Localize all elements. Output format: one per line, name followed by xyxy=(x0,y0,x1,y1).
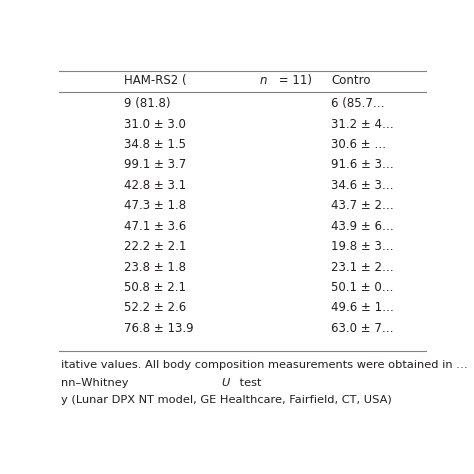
Text: 30.6 ± …: 30.6 ± … xyxy=(331,138,386,151)
Text: 31.2 ± 4…: 31.2 ± 4… xyxy=(331,118,394,130)
Text: 9 (81.8): 9 (81.8) xyxy=(124,97,170,110)
Text: nn–Whitney: nn–Whitney xyxy=(61,378,132,388)
Text: 49.6 ± 1…: 49.6 ± 1… xyxy=(331,301,394,314)
Text: 47.3 ± 1.8: 47.3 ± 1.8 xyxy=(124,199,186,212)
Text: 63.0 ± 7…: 63.0 ± 7… xyxy=(331,322,394,335)
Text: 99.1 ± 3.7: 99.1 ± 3.7 xyxy=(124,158,186,172)
Text: = 11): = 11) xyxy=(274,74,311,87)
Text: 42.8 ± 3.1: 42.8 ± 3.1 xyxy=(124,179,186,192)
Text: 19.8 ± 3…: 19.8 ± 3… xyxy=(331,240,394,253)
Text: 6 (85.7…: 6 (85.7… xyxy=(331,97,385,110)
Text: 52.2 ± 2.6: 52.2 ± 2.6 xyxy=(124,301,186,314)
Text: itative values. All body composition measurements were obtained in …: itative values. All body composition mea… xyxy=(61,360,468,370)
Text: n: n xyxy=(259,74,267,87)
Text: y (Lunar DPX NT model, GE Healthcare, Fairfield, CT, USA): y (Lunar DPX NT model, GE Healthcare, Fa… xyxy=(61,395,392,405)
Text: 23.8 ± 1.8: 23.8 ± 1.8 xyxy=(124,261,185,273)
Text: 34.6 ± 3…: 34.6 ± 3… xyxy=(331,179,394,192)
Text: U: U xyxy=(221,378,230,388)
Text: HAM-RS2 (: HAM-RS2 ( xyxy=(124,74,186,87)
Text: Contro: Contro xyxy=(331,74,371,87)
Text: 31.0 ± 3.0: 31.0 ± 3.0 xyxy=(124,118,185,130)
Text: 34.8 ± 1.5: 34.8 ± 1.5 xyxy=(124,138,185,151)
Text: 43.7 ± 2…: 43.7 ± 2… xyxy=(331,199,394,212)
Text: 43.9 ± 6…: 43.9 ± 6… xyxy=(331,220,394,233)
Text: 50.1 ± 0…: 50.1 ± 0… xyxy=(331,281,393,294)
Text: 91.6 ± 3…: 91.6 ± 3… xyxy=(331,158,394,172)
Text: 23.1 ± 2…: 23.1 ± 2… xyxy=(331,261,394,273)
Text: 50.8 ± 2.1: 50.8 ± 2.1 xyxy=(124,281,185,294)
Text: 22.2 ± 2.1: 22.2 ± 2.1 xyxy=(124,240,186,253)
Text: 47.1 ± 3.6: 47.1 ± 3.6 xyxy=(124,220,186,233)
Text: test: test xyxy=(236,378,261,388)
Text: 76.8 ± 13.9: 76.8 ± 13.9 xyxy=(124,322,193,335)
